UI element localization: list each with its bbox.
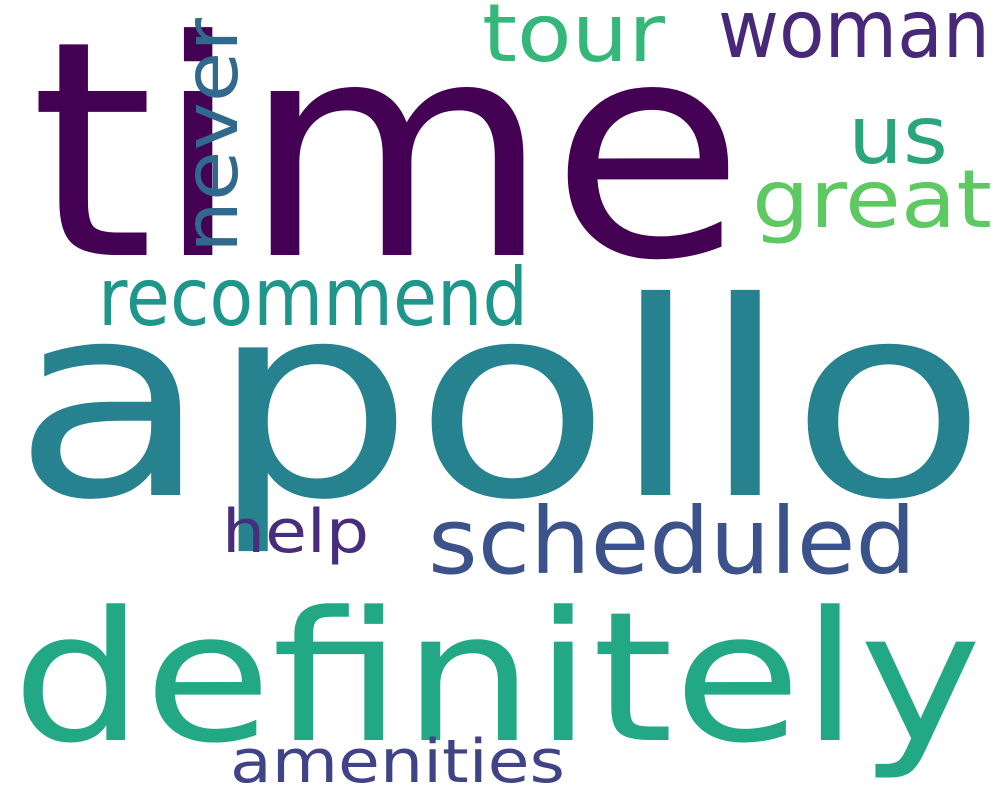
- word-never: never: [167, 18, 255, 253]
- word-apollo: apollo: [12, 244, 987, 559]
- word-definitely: definitely: [12, 574, 982, 783]
- word-us: us: [848, 89, 948, 182]
- word-great: great: [752, 153, 992, 246]
- word-help: help: [222, 497, 369, 567]
- word-time: time: [30, 0, 745, 326]
- word-recommend: recommend: [98, 251, 528, 344]
- word-scheduled: scheduled: [428, 488, 916, 595]
- word-amenities: amenities: [230, 727, 565, 797]
- word-tour: tour: [482, 0, 665, 80]
- word-woman: woman: [718, 0, 990, 76]
